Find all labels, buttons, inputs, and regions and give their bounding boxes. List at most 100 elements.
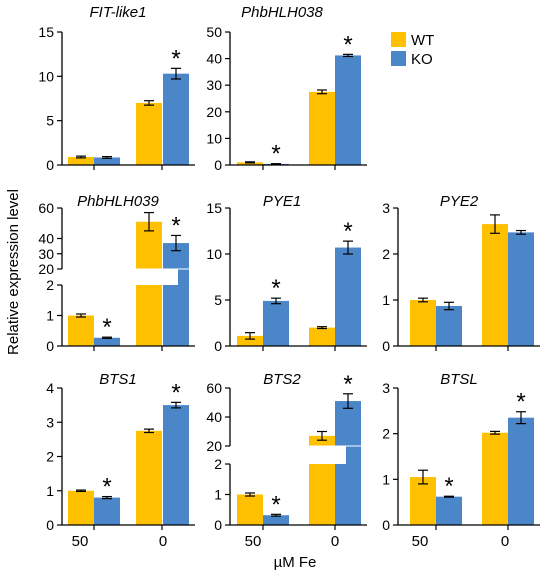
- y-tick-label: 60: [206, 380, 222, 396]
- legend-label-ko: KO: [411, 51, 433, 68]
- y-tick-label: 0: [382, 517, 390, 533]
- panel-btsl: BTSL * * 0 1 2 3: [382, 371, 540, 533]
- y-tick-label: 10: [206, 130, 222, 146]
- bar-ko-50: [436, 496, 462, 525]
- bar-wt-50: [68, 490, 94, 525]
- bar-wt-50: [237, 494, 263, 525]
- legend-label-wt: WT: [411, 32, 434, 49]
- bar-wt-50: [237, 335, 263, 346]
- panel-pye2: PYE2 0 1 2 3: [382, 193, 540, 354]
- x-tick-50-col2: 50: [245, 533, 262, 550]
- y-tick-label: 3: [382, 200, 390, 216]
- bar-ko-50: [263, 515, 289, 525]
- panel-title: PhbHLH039: [77, 193, 159, 210]
- bar-ko-0: [163, 405, 189, 525]
- bar-wt-50: [68, 315, 94, 346]
- y-tick-label: 1: [214, 487, 222, 503]
- x-tick-50-col1: 50: [72, 533, 89, 550]
- significance-star: *: [343, 218, 352, 245]
- bar-ko-50: [94, 497, 120, 525]
- significance-star: *: [271, 275, 280, 302]
- y-tick-label: 40: [38, 231, 54, 247]
- y-axis-label: Relative expression level: [5, 189, 22, 355]
- bar-ko-0: [335, 247, 361, 346]
- y-tick-label: 1: [46, 483, 54, 499]
- y-tick-label: 0: [382, 338, 390, 354]
- significance-star: *: [343, 371, 352, 398]
- significance-star: *: [102, 314, 111, 341]
- bar-ko-50: [263, 300, 289, 346]
- bar-wt-0: [136, 430, 162, 525]
- y-tick-label: 2: [46, 449, 54, 465]
- x-axis-tick-labels: 50 0 50 0 50 0: [72, 533, 510, 550]
- y-tick-label: 3: [382, 380, 390, 396]
- y-tick-label: 40: [206, 51, 222, 67]
- y-tick-label: 0: [46, 338, 54, 354]
- y-tick-label: 0: [214, 517, 222, 533]
- bar-wt-0: [482, 432, 508, 525]
- bar-ko-0: [508, 232, 534, 346]
- y-tick-label: 0: [46, 517, 54, 533]
- y-tick-label: 15: [38, 24, 54, 40]
- panel-title: PYE2: [440, 193, 479, 210]
- panel-title: BTS2: [263, 371, 301, 388]
- y-tick-label: 0: [46, 157, 54, 173]
- x-tick-50-col3: 50: [412, 533, 429, 550]
- significance-star: *: [271, 141, 280, 168]
- bar-wt-0: [482, 224, 508, 346]
- y-tick-label: 20: [206, 104, 222, 120]
- bar-ko-0: [508, 417, 534, 525]
- bar-wt-50: [410, 477, 436, 525]
- significance-star: *: [102, 474, 111, 501]
- significance-star: *: [343, 31, 352, 58]
- bar-wt-50: [410, 300, 436, 346]
- significance-star: *: [516, 389, 525, 416]
- bar-wt-50: [68, 157, 94, 165]
- significance-star: *: [444, 473, 453, 500]
- y-tick-label: 1: [382, 292, 390, 308]
- bar-ko-0: [163, 73, 189, 165]
- panel-bts2: BTS2 * * 0 1 2 20 40 60: [206, 371, 367, 533]
- panel-title: PhbHLH038: [241, 4, 323, 21]
- y-tick-label: 2: [382, 246, 390, 262]
- y-tick-label: 60: [38, 200, 54, 216]
- y-tick-label: 10: [38, 68, 54, 84]
- panel-fit-like1: FIT-like1 * 0 5 10 15: [38, 4, 195, 173]
- panel-title: PYE1: [263, 193, 301, 210]
- bar-ko-50: [94, 157, 120, 165]
- bar-wt-50: [237, 162, 263, 165]
- x-tick-0-col2: 0: [331, 533, 339, 550]
- bar-wt-0: [309, 91, 335, 165]
- panel-pye1: PYE1 * * 0 5 10 15: [206, 193, 367, 354]
- y-tick-label: 5: [46, 113, 54, 129]
- bar-ko-0: [163, 243, 189, 346]
- y-tick-label: 5: [214, 292, 222, 308]
- axis-break-gap: [226, 446, 346, 464]
- x-tick-0-col3: 0: [501, 533, 509, 550]
- y-tick-label: 10: [206, 246, 222, 262]
- y-tick-label: 0: [214, 157, 222, 173]
- y-tick-label: 3: [46, 414, 54, 430]
- y-tick-label: 30: [206, 77, 222, 93]
- significance-star: *: [171, 379, 180, 406]
- panel-title: BTS1: [99, 371, 137, 388]
- significance-star: *: [171, 212, 180, 239]
- bar-ko-50: [436, 305, 462, 346]
- panel-title: FIT-like1: [90, 4, 147, 21]
- legend-swatch-ko: [391, 51, 406, 66]
- bar-wt-0: [136, 102, 162, 165]
- y-tick-label: 1: [382, 471, 390, 487]
- y-tick-label: 4: [46, 380, 54, 396]
- y-tick-label: 2: [46, 277, 54, 293]
- significance-star: *: [271, 491, 280, 518]
- y-tick-label: 20: [206, 438, 222, 454]
- y-tick-label: 50: [206, 24, 222, 40]
- x-tick-0-col1: 0: [159, 533, 167, 550]
- y-tick-label: 20: [38, 261, 54, 277]
- panel-bts1: BTS1 * * 0 1 2 3 4: [46, 371, 195, 533]
- y-tick-label: 30: [38, 246, 54, 262]
- bar-wt-0: [309, 327, 335, 346]
- panel-title: BTSL: [440, 371, 478, 388]
